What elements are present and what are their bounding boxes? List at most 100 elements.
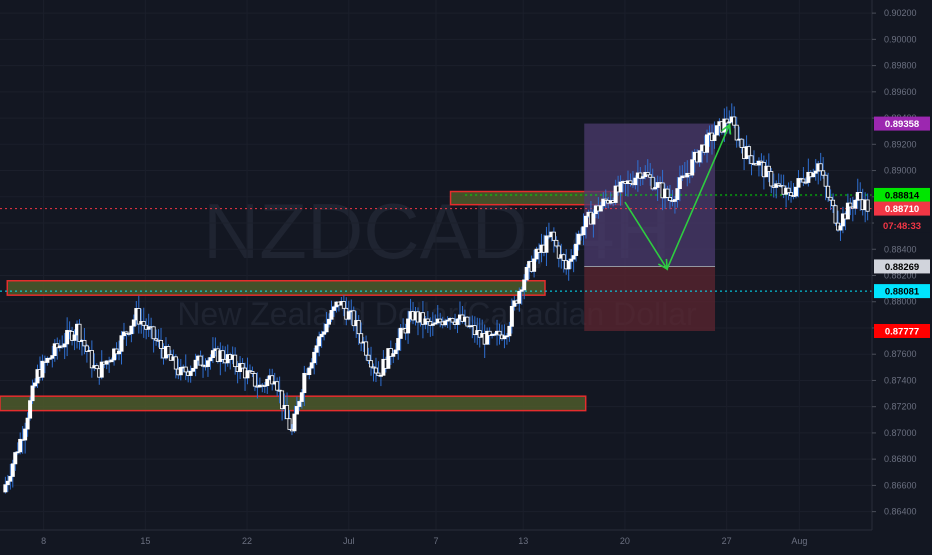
candle-body bbox=[124, 331, 129, 334]
candle-body bbox=[398, 327, 403, 339]
candle-body bbox=[848, 202, 853, 208]
candle-body bbox=[826, 185, 831, 198]
candle-body bbox=[45, 357, 50, 363]
candle-body bbox=[485, 330, 490, 345]
time-tick-label: 27 bbox=[722, 536, 732, 546]
candle-body bbox=[840, 213, 845, 227]
candle-body bbox=[598, 205, 603, 212]
candle-body bbox=[865, 199, 870, 212]
candle-body bbox=[576, 233, 581, 245]
candle-body bbox=[366, 354, 371, 362]
candle-body bbox=[648, 174, 653, 178]
candle-body bbox=[193, 359, 198, 369]
candle-body bbox=[72, 334, 77, 341]
candle-body bbox=[645, 172, 650, 176]
candle-body bbox=[714, 125, 719, 136]
candle-body bbox=[519, 289, 524, 292]
candle-body bbox=[23, 428, 28, 441]
candle-body bbox=[329, 310, 334, 320]
candle-body bbox=[650, 176, 655, 190]
time-tick-label: 20 bbox=[620, 536, 630, 546]
candle-body bbox=[208, 357, 213, 362]
price-level-label-bg bbox=[874, 187, 930, 202]
candle-body bbox=[386, 348, 391, 369]
time-axis[interactable]: 8 15 22 Jul 7 13 20 27 Aug bbox=[0, 529, 932, 550]
candle-body bbox=[77, 323, 82, 342]
candle-body bbox=[853, 199, 858, 209]
candle-body bbox=[509, 305, 514, 327]
candle-body bbox=[517, 290, 522, 304]
candle-body bbox=[341, 301, 346, 309]
candle-body bbox=[524, 267, 529, 281]
projection-arrows[interactable] bbox=[624, 123, 732, 271]
candle-body bbox=[351, 310, 356, 327]
candle-body bbox=[136, 308, 141, 325]
candle-body bbox=[697, 150, 702, 163]
candle-body bbox=[858, 192, 863, 201]
price-level-label-bg bbox=[874, 284, 930, 299]
candle-body bbox=[504, 335, 509, 338]
candle-body bbox=[833, 205, 838, 224]
candle-body bbox=[766, 165, 771, 172]
candle-body bbox=[789, 192, 794, 197]
candle-body bbox=[141, 321, 146, 326]
time-tick-label: 22 bbox=[242, 536, 252, 546]
candle-body bbox=[739, 138, 744, 148]
candle-body bbox=[324, 323, 329, 333]
candle-body bbox=[275, 381, 280, 391]
candle-body bbox=[776, 183, 781, 186]
candle-body bbox=[94, 365, 99, 370]
price-tick-label: 0.90000 bbox=[884, 34, 917, 44]
candle-body bbox=[129, 325, 134, 335]
price-level-label-bg bbox=[874, 201, 930, 216]
candle-body bbox=[62, 343, 67, 348]
candle-body bbox=[233, 354, 238, 368]
bar-countdown-label: 07:48:33 bbox=[883, 221, 921, 232]
candle-body bbox=[252, 373, 257, 387]
candle-body bbox=[331, 306, 336, 311]
candle-body bbox=[813, 170, 818, 174]
candle-body bbox=[727, 121, 732, 124]
candle-body bbox=[581, 226, 586, 236]
candle-body bbox=[356, 320, 361, 335]
candle-body bbox=[522, 279, 527, 291]
candle-body bbox=[294, 406, 299, 415]
price-level-label-bg bbox=[874, 259, 930, 274]
candle-body bbox=[373, 367, 378, 374]
candle-body bbox=[173, 356, 178, 370]
projection-arrow-head bbox=[657, 258, 668, 271]
candle-body bbox=[672, 199, 677, 202]
candle-body bbox=[67, 330, 72, 332]
candle-body bbox=[433, 322, 438, 325]
candle-body bbox=[823, 174, 828, 187]
candle-body bbox=[569, 258, 574, 262]
candle-body bbox=[759, 160, 764, 163]
candle-body bbox=[724, 118, 729, 124]
candle-body bbox=[312, 351, 317, 364]
candle-body bbox=[159, 340, 164, 349]
candle-body bbox=[796, 178, 801, 188]
candle-body bbox=[655, 182, 660, 188]
candle-body bbox=[25, 417, 30, 430]
candle-body bbox=[388, 348, 393, 357]
candle-body bbox=[428, 321, 433, 326]
candle-body bbox=[117, 350, 122, 355]
price-tick-label: 0.87400 bbox=[884, 375, 917, 385]
candle-body bbox=[346, 311, 351, 320]
candle-body bbox=[811, 172, 816, 178]
price-axis[interactable]: 0.902000.900000.898000.896000.894000.892… bbox=[871, 0, 932, 550]
candle-body bbox=[84, 345, 89, 352]
candle-body bbox=[299, 392, 304, 402]
candle-body bbox=[675, 188, 680, 200]
candle-body bbox=[756, 160, 761, 166]
candle-body bbox=[5, 480, 10, 486]
candle-body bbox=[151, 326, 156, 340]
candle-body bbox=[747, 146, 752, 157]
price-tick-label: 0.87600 bbox=[884, 349, 917, 359]
price-tick-label: 0.90200 bbox=[884, 8, 917, 18]
candle-body bbox=[292, 413, 297, 432]
candle-body bbox=[28, 400, 33, 419]
price-tick-label: 0.89600 bbox=[884, 87, 917, 97]
candle-body bbox=[109, 359, 114, 363]
